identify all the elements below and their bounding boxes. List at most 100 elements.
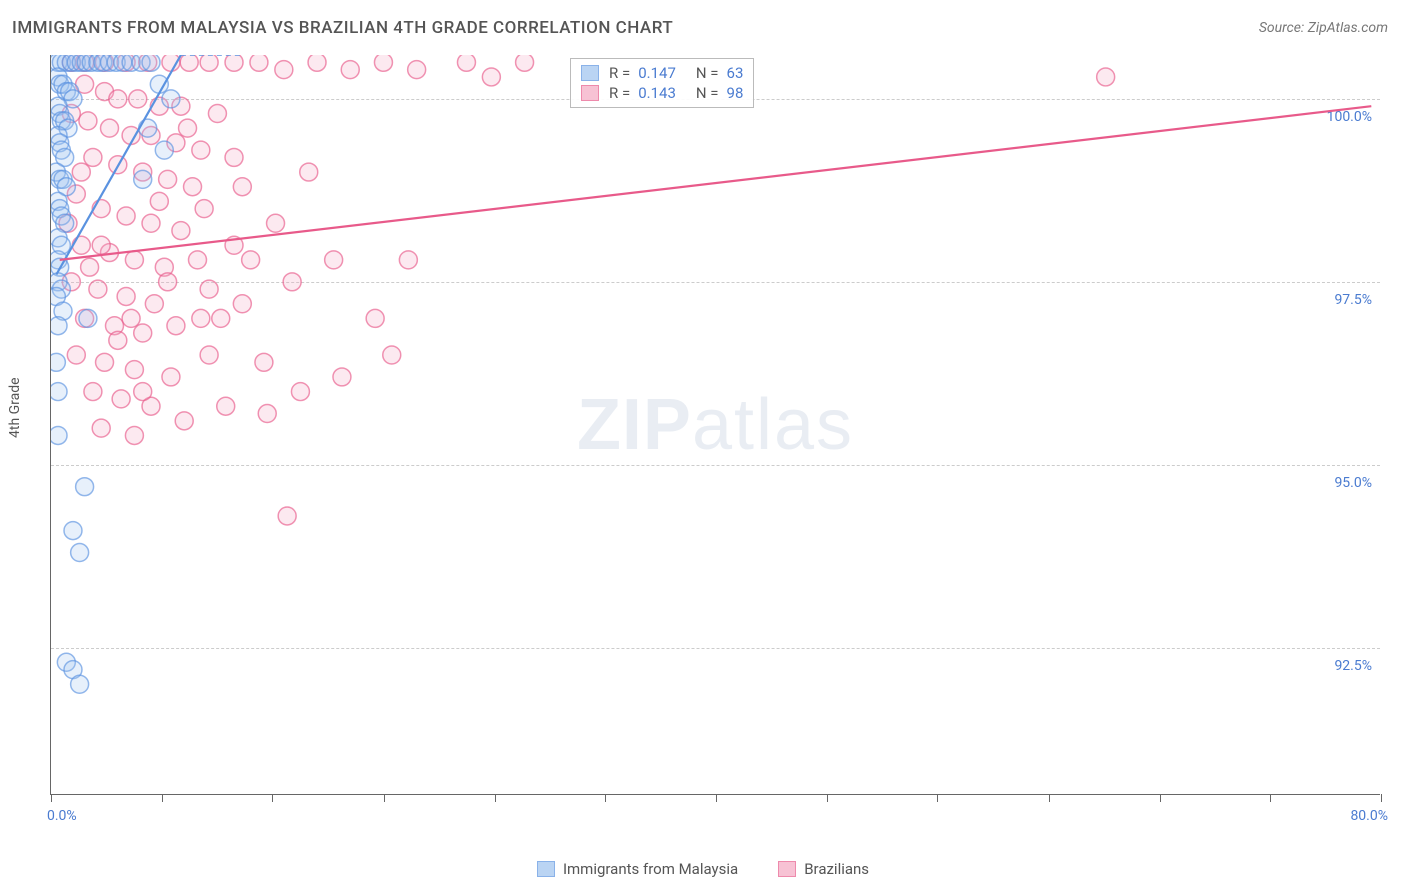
data-point-brazilians [109, 331, 127, 349]
data-point-brazilians [159, 273, 177, 291]
data-point-malaysia [51, 383, 67, 401]
trend-line-brazilians [60, 106, 1372, 260]
data-point-brazilians [84, 148, 102, 166]
data-point-brazilians [300, 163, 318, 181]
x-tick [1381, 794, 1382, 802]
data-point-malaysia [150, 75, 168, 93]
data-point-malaysia [134, 170, 152, 188]
data-point-brazilians [81, 258, 99, 276]
data-point-brazilians [96, 353, 114, 371]
swatch-brazilians-icon [778, 861, 796, 877]
x-tick [937, 794, 938, 802]
data-point-brazilians [308, 55, 326, 71]
correlation-row-brazilians: R = 0.143 N = 98 [581, 83, 743, 103]
data-point-brazilians [117, 287, 135, 305]
data-point-brazilians [1097, 68, 1115, 86]
r-value-malaysia: 0.147 [638, 64, 676, 82]
data-point-brazilians [84, 383, 102, 401]
x-tick [1270, 794, 1271, 802]
data-point-brazilians [145, 295, 163, 313]
data-point-malaysia [79, 309, 97, 327]
data-point-brazilians [134, 324, 152, 342]
data-point-malaysia [71, 675, 89, 693]
x-tick [605, 794, 606, 802]
data-point-brazilians [225, 55, 243, 71]
r-label: R = [609, 64, 630, 82]
chart-title: IMMIGRANTS FROM MALAYSIA VS BRAZILIAN 4T… [12, 18, 673, 38]
data-point-malaysia [76, 478, 94, 496]
n-label: N = [696, 84, 719, 102]
source-attribution: Source: ZipAtlas.com [1259, 20, 1388, 36]
data-point-brazilians [341, 61, 359, 79]
data-point-malaysia [142, 55, 160, 71]
correlation-legend: R = 0.147 N = 63 R = 0.143 N = 98 [570, 58, 754, 108]
legend-label-malaysia: Immigrants from Malaysia [563, 860, 738, 878]
data-point-malaysia [139, 119, 157, 137]
data-point-brazilians [112, 390, 130, 408]
data-point-brazilians [200, 346, 218, 364]
data-point-brazilians [291, 383, 309, 401]
data-point-brazilians [92, 236, 110, 254]
data-point-brazilians [67, 346, 85, 364]
data-point-brazilians [192, 141, 210, 159]
data-point-brazilians [125, 426, 143, 444]
data-point-brazilians [167, 317, 185, 335]
y-axis-title: 4th Grade [7, 377, 23, 438]
swatch-brazilians [581, 85, 599, 101]
x-tick [51, 794, 52, 802]
data-point-brazilians [212, 309, 230, 327]
data-point-brazilians [516, 55, 534, 71]
legend-label-brazilians: Brazilians [804, 860, 869, 878]
data-point-brazilians [233, 178, 251, 196]
data-point-brazilians [233, 295, 251, 313]
data-point-brazilians [179, 119, 197, 137]
data-point-brazilians [195, 200, 213, 218]
data-point-brazilians [162, 368, 180, 386]
data-point-brazilians [125, 361, 143, 379]
data-point-brazilians [200, 280, 218, 298]
data-point-brazilians [383, 346, 401, 364]
x-tick [827, 794, 828, 802]
data-point-malaysia [51, 426, 67, 444]
data-point-malaysia [51, 353, 65, 371]
x-label-right: 80.0% [1350, 808, 1388, 824]
x-tick [272, 794, 273, 802]
n-value-brazilians: 98 [727, 84, 744, 102]
data-point-brazilians [72, 163, 90, 181]
data-point-brazilians [189, 251, 207, 269]
data-point-brazilians [374, 55, 392, 71]
data-point-brazilians [175, 412, 193, 430]
data-point-brazilians [278, 507, 296, 525]
data-point-brazilians [122, 309, 140, 327]
n-value-malaysia: 63 [727, 64, 744, 82]
x-tick [162, 794, 163, 802]
data-point-brazilians [366, 309, 384, 327]
x-tick [1160, 794, 1161, 802]
data-point-brazilians [333, 368, 351, 386]
data-point-brazilians [184, 178, 202, 196]
data-point-brazilians [258, 405, 276, 423]
data-point-brazilians [92, 419, 110, 437]
data-point-brazilians [72, 236, 90, 254]
r-label: R = [609, 84, 630, 102]
correlation-row-malaysia: R = 0.147 N = 63 [581, 63, 743, 83]
data-point-brazilians [79, 112, 97, 130]
data-point-brazilians [325, 251, 343, 269]
data-point-malaysia [162, 90, 180, 108]
source-name: ZipAtlas.com [1308, 20, 1388, 36]
data-point-brazilians [283, 273, 301, 291]
data-point-brazilians [255, 353, 273, 371]
data-point-brazilians [267, 214, 285, 232]
data-point-brazilians [125, 251, 143, 269]
data-point-brazilians [482, 68, 500, 86]
legend-item-brazilians: Brazilians [778, 860, 869, 878]
data-point-brazilians [134, 383, 152, 401]
data-point-brazilians [172, 222, 190, 240]
x-tick [384, 794, 385, 802]
data-point-malaysia [64, 522, 82, 540]
series-legend: Immigrants from Malaysia Brazilians [0, 860, 1406, 878]
data-point-brazilians [142, 214, 160, 232]
data-point-brazilians [457, 55, 475, 71]
data-point-brazilians [242, 251, 260, 269]
data-point-brazilians [109, 90, 127, 108]
